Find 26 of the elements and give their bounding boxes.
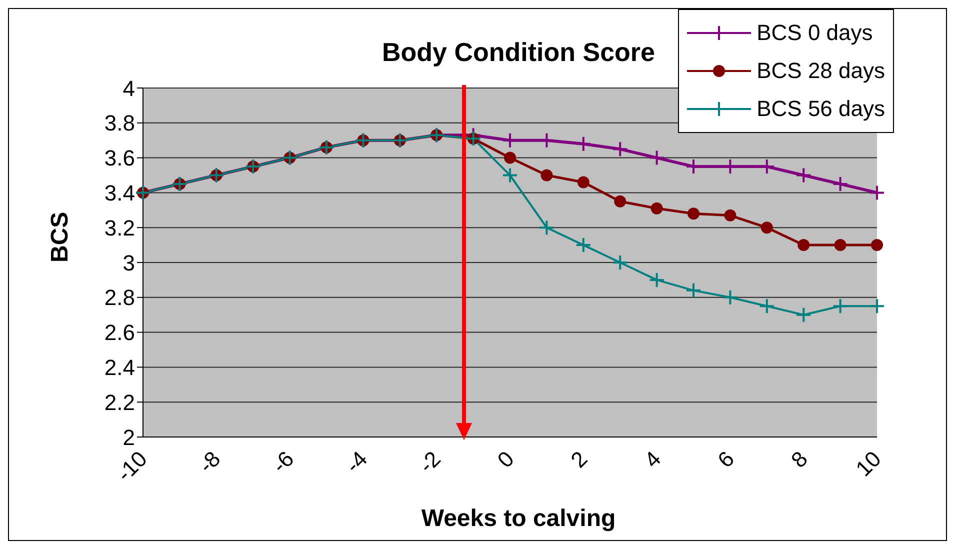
x-tick-label: 4 bbox=[639, 446, 666, 472]
y-tick-label: 2.6 bbox=[104, 320, 135, 346]
y-tick-label: 3.8 bbox=[104, 110, 135, 136]
chart-title: Body Condition Score bbox=[382, 37, 655, 67]
x-tick-label: 2 bbox=[566, 446, 592, 472]
x-axis-title: Weeks to calving bbox=[420, 505, 617, 533]
x-tick-label: 10 bbox=[850, 446, 886, 482]
y-tick-label: 4 bbox=[122, 76, 135, 101]
y-tick-label: 2.2 bbox=[104, 390, 135, 415]
legend-label: BCS 0 days bbox=[756, 20, 873, 46]
y-tick-label: 3.4 bbox=[104, 180, 135, 206]
y-axis-title: BCS bbox=[46, 212, 74, 262]
y-tick-label: 3.6 bbox=[104, 146, 135, 171]
x-tick-label: -4 bbox=[340, 446, 372, 478]
x-tick-label: 0 bbox=[492, 446, 519, 472]
legend-label: BCS 28 days bbox=[756, 58, 885, 84]
y-tick-label: 3 bbox=[122, 250, 135, 276]
x-tick-label: -2 bbox=[414, 446, 446, 478]
x-tick-label: -6 bbox=[267, 446, 299, 478]
y-tick-label: 2.4 bbox=[104, 355, 135, 380]
legend-label: BCS 56 days bbox=[756, 96, 885, 122]
x-tick-label: 8 bbox=[786, 446, 812, 472]
y-tick-label: 2.8 bbox=[104, 285, 135, 310]
x-tick-label: -8 bbox=[194, 446, 226, 478]
x-tick-label: 6 bbox=[712, 446, 740, 472]
y-tick-label: 3.2 bbox=[104, 215, 135, 240]
